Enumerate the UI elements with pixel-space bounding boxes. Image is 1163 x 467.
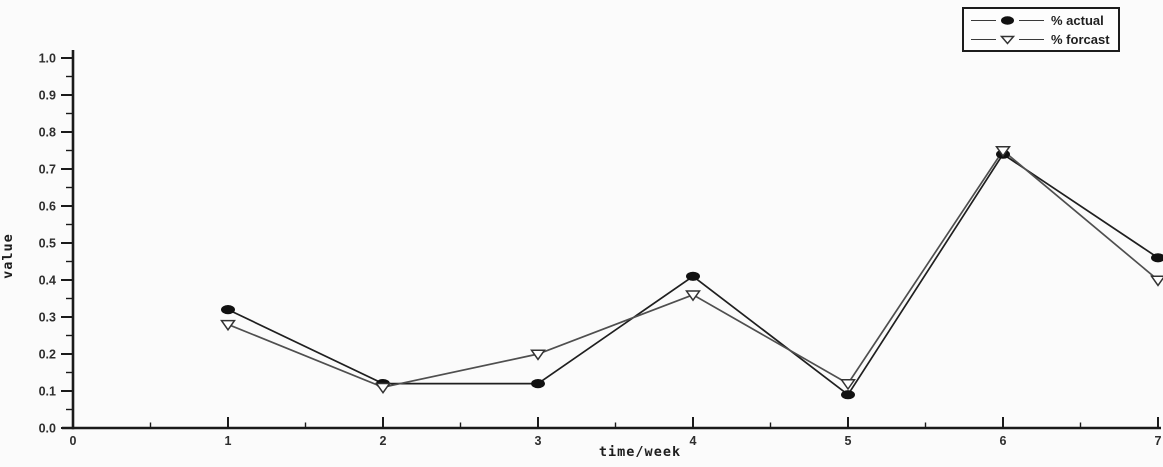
series-markers-0 bbox=[221, 149, 1163, 400]
y-tick-label: 0.2 bbox=[39, 347, 56, 361]
x-tick-label: 5 bbox=[845, 434, 852, 448]
legend-label-forcast: % forcast bbox=[1051, 31, 1110, 47]
legend-line-segment bbox=[971, 19, 996, 21]
series-markers-1 bbox=[220, 145, 1163, 394]
x-tick-label: 2 bbox=[380, 434, 387, 448]
y-tick-label: 0.0 bbox=[39, 421, 56, 435]
x-tick-label: 6 bbox=[1000, 434, 1007, 448]
data-point-open-triangle bbox=[220, 319, 236, 332]
data-point-filled-ellipse bbox=[531, 379, 545, 389]
y-tick-label: 0.4 bbox=[39, 273, 56, 287]
y-tick-label: 0.1 bbox=[39, 384, 56, 398]
y-tick-label: 0.6 bbox=[39, 199, 56, 213]
y-tick-label: 0.5 bbox=[39, 236, 56, 250]
data-point-open-triangle bbox=[375, 382, 391, 394]
y-tick-label: 0.7 bbox=[39, 162, 56, 176]
legend-label-actual: % actual bbox=[1051, 12, 1104, 28]
legend-item-forcast: % forcast bbox=[971, 30, 1111, 48]
legend-line-segment bbox=[1019, 38, 1044, 40]
data-point-open-triangle bbox=[530, 349, 546, 361]
x-tick-label: 0 bbox=[70, 434, 77, 448]
legend-line-segment bbox=[971, 38, 996, 40]
axes bbox=[62, 50, 1161, 430]
series-line-1 bbox=[227, 149, 1159, 389]
x-tick-label: 3 bbox=[535, 434, 542, 448]
y-ticks: 0.0 0.1 0.2 0.3 0.4 0.5 0.6 0.7 0.8 0.9 1.0 bbox=[39, 51, 73, 435]
y-tick-label: 1.0 bbox=[39, 51, 56, 65]
x-tick-label: 4 bbox=[690, 434, 697, 448]
y-tick-label: 0.9 bbox=[39, 88, 56, 102]
legend: % actual % forcast bbox=[962, 7, 1120, 52]
x-axis-title: time/week bbox=[598, 444, 682, 460]
data-point-filled-ellipse bbox=[686, 271, 700, 281]
filled-ellipse-icon bbox=[1001, 15, 1014, 25]
data-point-filled-ellipse bbox=[841, 390, 855, 400]
x-tick-label: 7 bbox=[1155, 434, 1162, 448]
y-axis-title: value bbox=[0, 233, 16, 279]
legend-item-actual: % actual bbox=[971, 11, 1111, 29]
data-point-open-triangle bbox=[840, 379, 856, 391]
x-tick-label: 1 bbox=[225, 434, 232, 448]
data-point-filled-ellipse bbox=[221, 305, 235, 315]
x-ticks: 0 1 2 3 4 5 6 7 bbox=[70, 417, 1162, 448]
y-tick-label: 0.8 bbox=[39, 125, 56, 139]
data-point-open-triangle bbox=[685, 290, 701, 302]
data-point-filled-ellipse bbox=[1151, 253, 1163, 263]
open-triangle-down-icon bbox=[999, 35, 1016, 45]
legend-line-segment bbox=[1019, 19, 1044, 21]
data-point-open-triangle bbox=[1150, 275, 1163, 287]
data-point-open-triangle bbox=[995, 145, 1011, 158]
y-tick-label: 0.3 bbox=[39, 310, 56, 324]
